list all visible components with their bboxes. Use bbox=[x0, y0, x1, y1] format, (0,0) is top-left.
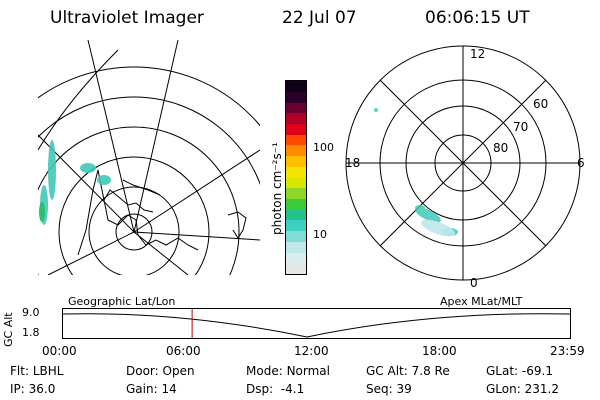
colorbar-segment bbox=[286, 134, 306, 146]
info-gain: Gain: 14 bbox=[126, 382, 177, 396]
colorbar-segment bbox=[286, 231, 306, 242]
timeline-xtick-4: 23:59 bbox=[550, 344, 585, 358]
info-gc-alt: GC Alt: 7.8 Re bbox=[366, 364, 450, 378]
colorbar-segment bbox=[286, 123, 306, 135]
timeline-right-label: Apex MLat/MLT bbox=[440, 295, 523, 308]
colorbar-tick-10: 10 bbox=[313, 228, 327, 241]
app-title: Ultraviolet Imager bbox=[50, 8, 204, 28]
timeline-axis-title: GC Alt bbox=[2, 312, 15, 347]
mlt-label-0: 0 bbox=[470, 276, 478, 290]
info-glon: GLon: 231.2 bbox=[486, 382, 559, 396]
colorbar-segment bbox=[286, 188, 306, 199]
timeline-xtick-3: 18:00 bbox=[422, 344, 457, 358]
colorbar-tick-100: 100 bbox=[313, 141, 334, 154]
info-seq: Seq: 39 bbox=[366, 382, 412, 396]
colorbar-segment bbox=[286, 145, 306, 157]
mlt-label-6: 6 bbox=[577, 156, 585, 170]
polar-plot bbox=[345, 45, 581, 281]
timeline-left-label: Geographic Lat/Lon bbox=[68, 295, 176, 308]
info-ip: IP: 36.0 bbox=[10, 382, 56, 396]
colorbar-segment bbox=[286, 241, 306, 253]
colorbar-segment bbox=[286, 263, 306, 274]
info-filter: Flt: LBHL bbox=[10, 364, 64, 378]
info-dsp: Dsp: -4.1 bbox=[246, 382, 305, 396]
gc-alt-value: 7.8 Re bbox=[411, 364, 450, 378]
gain-value: 14 bbox=[161, 382, 177, 396]
geographic-map bbox=[38, 40, 260, 275]
glat-value: -69.1 bbox=[521, 364, 553, 378]
colorbar-segment bbox=[286, 113, 306, 124]
colorbar-segment bbox=[286, 177, 306, 189]
info-glat: GLat: -69.1 bbox=[486, 364, 553, 378]
mode-value: Normal bbox=[286, 364, 330, 378]
timeline-ytick-bottom: 1.8 bbox=[22, 326, 40, 339]
altitude-timeline bbox=[62, 308, 571, 339]
colorbar-segment bbox=[286, 198, 306, 210]
mlt-label-18: 18 bbox=[345, 156, 361, 170]
info-mode: Mode: Normal bbox=[246, 364, 330, 378]
lat-label-80: 80 bbox=[493, 141, 509, 155]
timeline-xtick-1: 06:00 bbox=[166, 344, 201, 358]
filter-value: LBHL bbox=[32, 364, 64, 378]
colorbar-segment bbox=[286, 91, 306, 103]
seq-value: 39 bbox=[396, 382, 412, 396]
image-time: 06:06:15 UT bbox=[425, 8, 530, 28]
ip-value: 36.0 bbox=[28, 382, 56, 396]
image-date: 22 Jul 07 bbox=[282, 8, 357, 28]
colorbar-segment bbox=[286, 252, 306, 264]
info-door: Door: Open bbox=[126, 364, 195, 378]
lat-label-70: 70 bbox=[513, 120, 529, 134]
colorbar-segment bbox=[286, 81, 306, 92]
colorbar-segment bbox=[286, 102, 306, 114]
colorbar-segment bbox=[286, 156, 306, 167]
colorbar-segment bbox=[286, 220, 306, 232]
colorbar-segment bbox=[286, 166, 306, 178]
dsp-value: -4.1 bbox=[280, 382, 305, 396]
colorbar-segment bbox=[286, 209, 306, 221]
timeline-ytick-top: 9.0 bbox=[22, 306, 40, 319]
timeline-xtick-2: 12:00 bbox=[294, 344, 329, 358]
timeline-xtick-0: 00:00 bbox=[42, 344, 77, 358]
lat-label-60: 60 bbox=[533, 97, 549, 111]
mlt-label-12: 12 bbox=[470, 47, 486, 61]
colorbar-unit-label: photon cm⁻²s⁻¹ bbox=[270, 142, 284, 235]
door-value: Open bbox=[162, 364, 195, 378]
colorbar bbox=[285, 80, 307, 275]
glon-value: 231.2 bbox=[524, 382, 559, 396]
